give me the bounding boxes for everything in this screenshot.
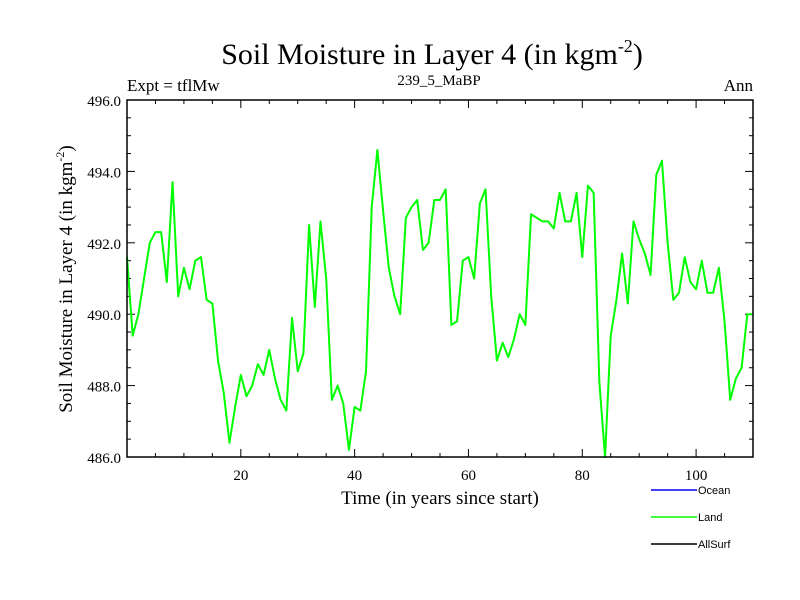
x-axis: 20 40 60 80 100: [154, 100, 726, 484]
x-tick-label: 20: [233, 468, 248, 484]
y-tick-label: 492.0: [87, 237, 121, 253]
y-axis-label: Soil Moisture in Layer 4 (in kgm-2): [53, 145, 77, 413]
legend-label-land: Land: [698, 512, 722, 524]
season-label: Ann: [724, 76, 754, 95]
y-tick-label: 496.0: [87, 94, 121, 110]
plot-frame: [126, 99, 754, 458]
legend: Ocean Land AllSurf: [651, 485, 731, 551]
period-label: 239_5_MaBP: [397, 73, 480, 89]
experiment-label: Expt = tflMw: [127, 76, 220, 95]
y-tick-label: 490.0: [87, 308, 121, 324]
y-tick-label: 488.0: [87, 380, 121, 396]
x-tick-label: 60: [461, 468, 476, 484]
y-tick-label: 494.0: [87, 165, 121, 181]
x-tick-label: 80: [575, 468, 590, 484]
legend-label-ocean: Ocean: [698, 485, 730, 497]
x-tick-label: 40: [347, 468, 362, 484]
legend-label-allsurf: AllSurf: [698, 539, 731, 551]
y-axis: 486.0 488.0 490.0 492.0 494.0 496.0: [87, 94, 753, 467]
x-axis-label: Time (in years since start): [341, 488, 539, 509]
x-tick-label: 100: [685, 468, 708, 484]
chart-title: Soil Moisture in Layer 4 (in kgm-2): [221, 36, 643, 71]
y-tick-label: 486.0: [87, 451, 121, 467]
land-series-line: [126, 148, 753, 458]
